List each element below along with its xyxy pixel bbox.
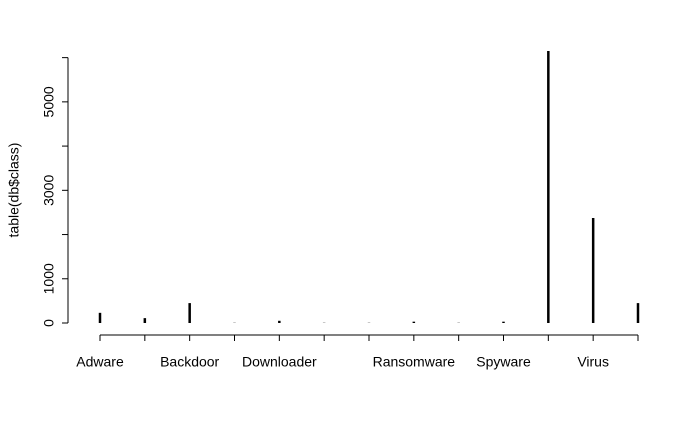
x-tick-label: Spyware xyxy=(476,354,531,370)
y-tick-label: 0 xyxy=(41,319,57,327)
y-tick-label: 3000 xyxy=(41,175,57,206)
x-tick-label: Virus xyxy=(577,354,609,370)
x-tick-label: Adware xyxy=(76,354,124,370)
x-tick-label: Ransomware xyxy=(373,354,456,370)
x-tick-label: Downloader xyxy=(242,354,317,370)
y-tick-label: 1000 xyxy=(41,263,57,294)
y-axis-label: table(db$class) xyxy=(6,143,22,238)
y-tick-label: 5000 xyxy=(41,86,57,117)
x-tick-label: Backdoor xyxy=(160,354,219,370)
